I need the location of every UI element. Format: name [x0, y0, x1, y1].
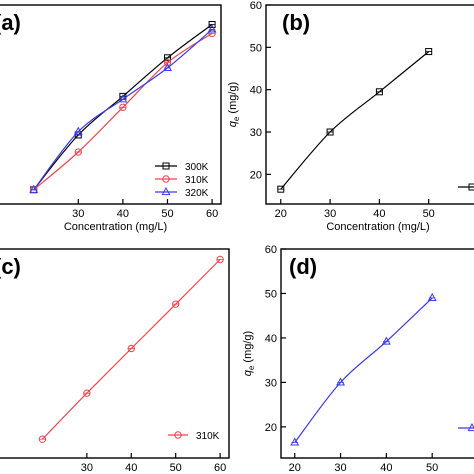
- legend-label: 310K: [185, 175, 209, 186]
- x-tick-label: 20: [275, 208, 287, 220]
- data-point-300K: [163, 54, 171, 62]
- legend-label: 300K: [185, 162, 209, 173]
- y-tick-label: 60: [250, 0, 262, 12]
- data-point-310K: [208, 29, 216, 38]
- data-point-320K: [207, 24, 217, 33]
- marker-triangle: [163, 62, 172, 72]
- x-tick-label: 20: [289, 462, 301, 474]
- y-tick-label: 30: [250, 127, 262, 139]
- legend-marker: [174, 431, 182, 439]
- y-tick-label: 40: [250, 85, 262, 97]
- marker-triangle: [290, 437, 300, 446]
- y-tick-label: 20: [250, 169, 262, 181]
- x-tick-label: 40: [117, 208, 129, 220]
- y-tick-label: 50: [250, 42, 262, 54]
- y-tick-label: 50: [265, 288, 277, 300]
- data-point-310K: [74, 148, 82, 156]
- data-point-310K: [163, 58, 172, 67]
- x-tick-label: 30: [72, 208, 84, 220]
- data-point-320K: [29, 184, 39, 193]
- legend-marker: [162, 162, 170, 170]
- marker-triangle: [73, 126, 83, 135]
- data-point-320K: [336, 377, 346, 386]
- data-point-300K: [326, 128, 334, 136]
- plot-area: [277, 48, 433, 193]
- marker-triangle: [207, 24, 217, 33]
- data-point-320K: [163, 62, 172, 72]
- data-point-320K: [73, 126, 83, 135]
- legend-marker: [468, 183, 474, 191]
- panel-1: 20 30 40 50 20 30 40 50 60 Concentration (mg/L) qe…: [227, 0, 474, 233]
- marker-triangle: [467, 422, 474, 432]
- x-tick-label: 30: [334, 462, 346, 474]
- x-tick-label: 50: [161, 208, 173, 220]
- plot-area: [290, 292, 437, 446]
- plot-frame: [0, 248, 230, 459]
- panel-label: (d): [289, 254, 317, 279]
- y-tick-label: 60: [265, 244, 277, 256]
- panel-label: (b): [282, 10, 310, 35]
- x-tick-label: 50: [170, 462, 182, 474]
- data-point-310K: [119, 103, 127, 112]
- y-tick-label: 40: [265, 333, 277, 345]
- x-tick-label: 40: [373, 208, 385, 220]
- x-tick-label: 30: [324, 208, 336, 220]
- y-axis-label: qe (mg/g): [227, 82, 241, 127]
- y-axis-label: qe (mg/g): [242, 331, 256, 376]
- data-point-310K: [83, 389, 91, 397]
- y-tick-label: 30: [265, 377, 277, 389]
- marker-triangle: [118, 94, 128, 103]
- marker-triangle: [161, 186, 171, 196]
- x-tick-label: 60: [206, 208, 218, 220]
- x-axis-label: Concentration (mg/L): [326, 221, 429, 233]
- data-point-320K: [427, 292, 437, 302]
- data-point-310K: [127, 344, 135, 353]
- y-tick-label: 20: [265, 422, 277, 434]
- legend-label: 310K: [196, 431, 220, 442]
- marker-triangle: [336, 377, 346, 386]
- data-point-320K: [381, 336, 391, 345]
- x-tick-label: 50: [423, 208, 435, 220]
- data-point-310K: [216, 255, 224, 264]
- x-tick-label: 30: [81, 462, 93, 474]
- x-axis-label: Concentration (mg/L): [64, 221, 167, 233]
- series-line-320K: [294, 297, 433, 443]
- panel-0: 30 40 50 60 Concentration (mg/L) 300K 310K 320K…: [0, 4, 222, 233]
- marker-triangle: [427, 292, 437, 302]
- plot-area: [38, 255, 224, 443]
- panel-label: (c): [0, 254, 21, 279]
- x-tick-label: 50: [426, 462, 438, 474]
- plot-area: [29, 20, 217, 194]
- x-tick-label: 40: [125, 462, 137, 474]
- legend-label: 320K: [185, 188, 209, 199]
- data-point-310K: [171, 300, 180, 308]
- panel-label: (a): [0, 10, 21, 35]
- series-line-310K: [41, 259, 221, 440]
- data-point-320K: [118, 94, 128, 103]
- legend-marker: [467, 422, 474, 432]
- data-point-300K: [277, 185, 285, 193]
- plot-frame: [0, 4, 222, 205]
- plot-frame: [265, 4, 474, 205]
- marker-triangle: [29, 184, 39, 193]
- series-line-300K: [280, 51, 430, 190]
- data-point-320K: [290, 437, 300, 446]
- plot-frame: [280, 248, 474, 459]
- legend-marker: [161, 186, 171, 196]
- data-point-300K: [375, 88, 383, 96]
- marker-triangle: [381, 336, 391, 345]
- data-point-300K: [425, 48, 433, 56]
- data-point-310K: [38, 435, 47, 443]
- x-tick-label: 40: [380, 462, 392, 474]
- legend-marker: [162, 175, 170, 183]
- x-tick-label: 60: [214, 462, 226, 474]
